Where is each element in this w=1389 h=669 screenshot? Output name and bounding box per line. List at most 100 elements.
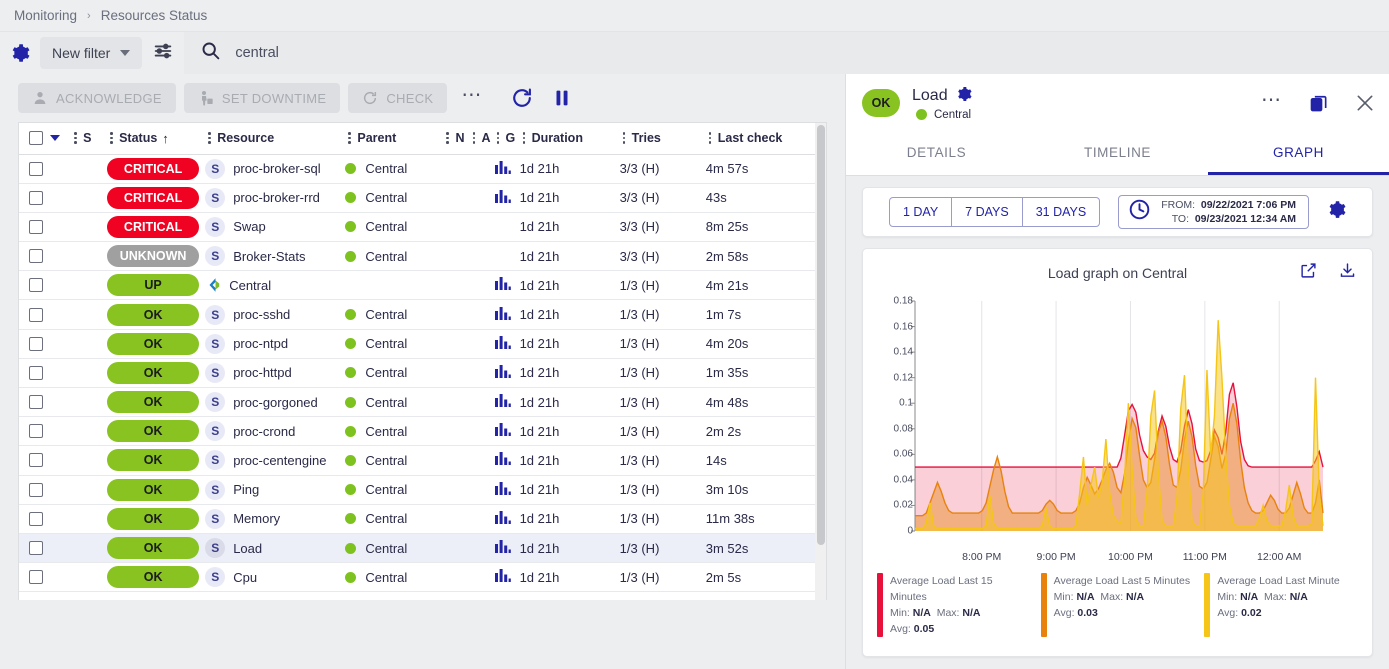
- column-grip-icon[interactable]: [494, 131, 503, 145]
- chart-icon[interactable]: [494, 510, 511, 525]
- row-checkbox[interactable]: [29, 219, 43, 234]
- gear-icon[interactable]: [1327, 200, 1346, 224]
- row-graph-cell[interactable]: [493, 358, 520, 389]
- resource-name[interactable]: Central: [229, 277, 272, 293]
- tab-graph[interactable]: GRAPH: [1208, 132, 1389, 175]
- resource-name[interactable]: proc-httpd: [233, 365, 292, 381]
- row-parent-cell[interactable]: Central: [345, 562, 444, 593]
- row-parent-cell[interactable]: Central: [345, 416, 444, 447]
- col-parent[interactable]: Parent: [345, 123, 444, 155]
- row-parent-cell[interactable]: Central: [345, 299, 444, 330]
- chart-icon[interactable]: [494, 539, 511, 554]
- range-7-days-button[interactable]: 7 DAYS: [952, 198, 1023, 226]
- row-graph-cell[interactable]: [493, 241, 520, 272]
- row-parent-cell[interactable]: Central: [345, 445, 444, 476]
- row-checkbox-cell[interactable]: [19, 533, 72, 564]
- resource-name[interactable]: Memory: [233, 511, 281, 527]
- row-graph-cell[interactable]: [493, 212, 520, 243]
- row-parent-cell[interactable]: Central: [345, 241, 444, 272]
- date-range-picker[interactable]: FROM: 09/22/2021 7:06 PM TO: 09/23/2021 …: [1118, 195, 1310, 229]
- download-icon[interactable]: [1339, 262, 1356, 284]
- parent-name[interactable]: Central: [365, 394, 408, 410]
- check-button[interactable]: CHECK: [348, 83, 448, 113]
- resource-name[interactable]: Cpu: [233, 569, 258, 585]
- chart-icon[interactable]: [494, 189, 511, 204]
- close-icon[interactable]: [1355, 93, 1375, 113]
- col-a[interactable]: A: [469, 123, 494, 155]
- row-checkbox[interactable]: [29, 278, 43, 293]
- col-last-check[interactable]: Last check: [705, 123, 826, 155]
- resource-name[interactable]: proc-crond: [233, 423, 296, 439]
- table-scrollbar[interactable]: [815, 123, 826, 600]
- tab-timeline[interactable]: TIMELINE: [1083, 144, 1152, 160]
- chart-icon[interactable]: [494, 568, 511, 583]
- parent-name[interactable]: Central: [365, 423, 408, 439]
- row-checkbox-cell[interactable]: [19, 358, 72, 389]
- row-parent-cell[interactable]: Central: [345, 504, 444, 534]
- row-resource-cell[interactable]: Central: [205, 270, 346, 301]
- row-parent-cell[interactable]: Central: [345, 329, 444, 359]
- column-grip-icon[interactable]: [520, 131, 529, 145]
- row-parent-cell[interactable]: [345, 270, 444, 301]
- row-checkbox-cell[interactable]: [19, 212, 72, 243]
- filter-sliders-icon[interactable]: [152, 40, 174, 67]
- row-parent-cell[interactable]: Central: [345, 212, 444, 243]
- row-checkbox[interactable]: [29, 570, 43, 585]
- search-input[interactable]: central: [235, 45, 279, 61]
- row-checkbox[interactable]: [29, 249, 43, 264]
- row-checkbox-cell[interactable]: [19, 445, 72, 476]
- row-resource-cell[interactable]: S Ping: [205, 475, 346, 505]
- col-tries[interactable]: Tries: [619, 123, 706, 155]
- row-checkbox[interactable]: [29, 336, 43, 351]
- table-row[interactable]: OK S Load Central 1d 21h 1/3 (H) 3m 52s: [19, 533, 826, 564]
- parent-name[interactable]: Central: [365, 219, 408, 235]
- chart-icon[interactable]: [494, 276, 511, 291]
- row-checkbox-cell[interactable]: [19, 154, 72, 184]
- row-checkbox-cell[interactable]: [19, 416, 72, 447]
- row-checkbox[interactable]: [29, 453, 43, 468]
- from-value[interactable]: 09/22/2021 7:06 PM: [1200, 199, 1297, 211]
- row-graph-cell[interactable]: [493, 154, 520, 184]
- row-graph-cell[interactable]: [493, 533, 520, 564]
- row-resource-cell[interactable]: S Memory: [205, 504, 346, 534]
- row-checkbox[interactable]: [29, 161, 43, 176]
- row-parent-cell[interactable]: Central: [345, 358, 444, 389]
- column-grip-icon[interactable]: [71, 131, 80, 145]
- row-parent-cell[interactable]: Central: [345, 154, 444, 184]
- row-graph-cell[interactable]: [493, 329, 520, 359]
- table-scrollbar-thumb[interactable]: [817, 125, 825, 545]
- resource-name[interactable]: Ping: [233, 482, 260, 498]
- column-grip-icon[interactable]: [706, 131, 715, 145]
- row-resource-cell[interactable]: S Broker-Stats: [205, 241, 346, 272]
- row-checkbox-cell[interactable]: [19, 183, 72, 213]
- row-checkbox-cell[interactable]: [19, 329, 72, 359]
- row-checkbox[interactable]: [29, 511, 43, 526]
- more-horizontal-icon[interactable]: ⋯: [1261, 89, 1283, 111]
- chart-icon[interactable]: [494, 451, 511, 466]
- row-checkbox-cell[interactable]: [19, 270, 72, 301]
- resource-name[interactable]: proc-broker-sql: [233, 161, 321, 177]
- select-menu-chevron-icon[interactable]: [50, 135, 60, 142]
- parent-name[interactable]: Central: [365, 190, 408, 206]
- parent-name[interactable]: Central: [365, 307, 408, 323]
- tab-details[interactable]: DETAILS: [906, 144, 967, 160]
- breadcrumb-parent[interactable]: Monitoring: [14, 8, 78, 23]
- chart-icon[interactable]: [494, 422, 511, 437]
- row-checkbox-cell[interactable]: [19, 562, 72, 593]
- table-row[interactable]: OK S Ping Central 1d 21h 1/3 (H) 3m 10s: [19, 475, 826, 505]
- col-duration[interactable]: Duration: [519, 123, 620, 155]
- parent-name[interactable]: Central: [365, 569, 408, 585]
- row-graph-cell[interactable]: [493, 562, 520, 593]
- search-field[interactable]: central: [184, 32, 1389, 74]
- row-checkbox[interactable]: [29, 541, 43, 556]
- parent-name[interactable]: Central: [365, 336, 408, 352]
- chart-icon[interactable]: [494, 306, 511, 321]
